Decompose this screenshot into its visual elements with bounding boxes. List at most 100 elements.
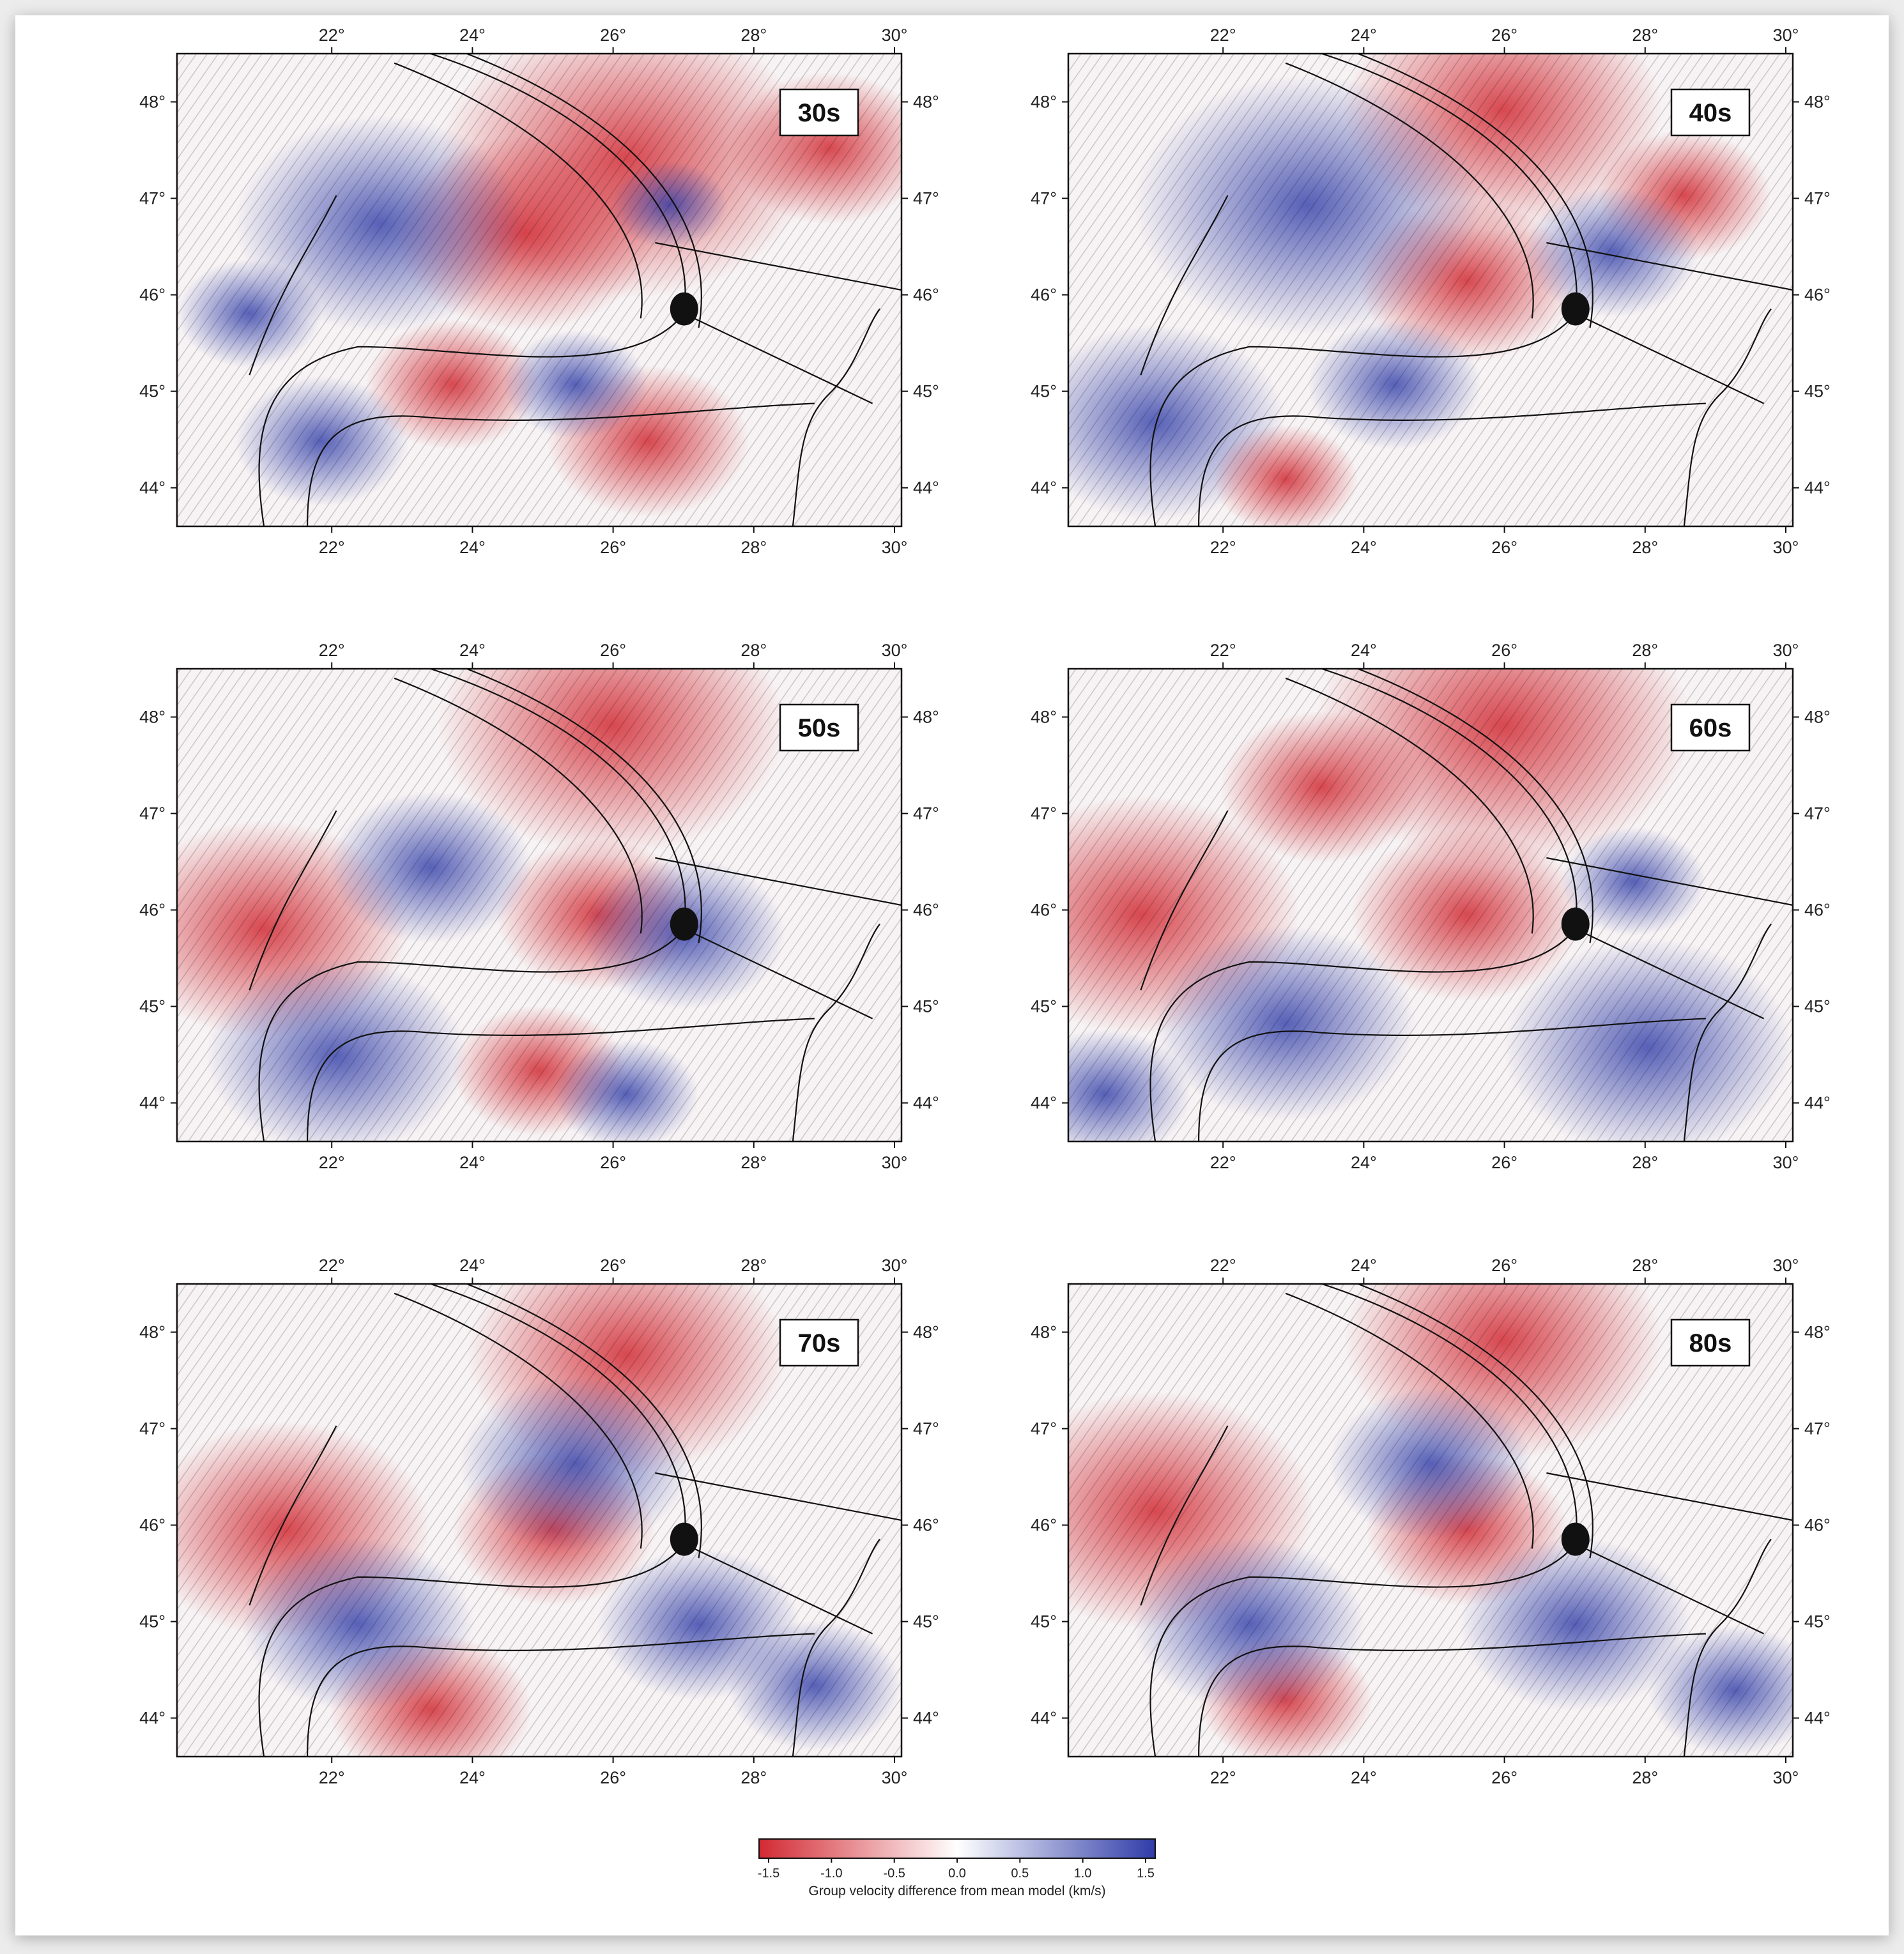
- colorbar-tick-label: -0.5: [883, 1866, 905, 1881]
- colorbar-tick-label: 1.0: [1074, 1866, 1092, 1881]
- map-frame: [1067, 52, 1794, 528]
- geology-outline: [1683, 1538, 1772, 1757]
- lon-tick-label: 28°: [741, 641, 767, 660]
- geology-outline: [684, 928, 873, 1019]
- figure-card: 22° 22° 24° 24° 26° 26° 28° 28° 30° 30° 48° 48° 47° 4…: [15, 15, 1889, 1935]
- geology-outline: [466, 1284, 702, 1559]
- period-label: 70s: [798, 1329, 841, 1357]
- lon-tick-label: 30°: [1773, 1768, 1799, 1787]
- lon-tick-label: 28°: [1632, 1768, 1658, 1787]
- lat-tick-label: 45°: [1804, 997, 1831, 1016]
- lon-tick-label: 28°: [741, 1768, 767, 1787]
- lat-tick-label: 47°: [1031, 1419, 1057, 1439]
- lat-tick-label: 45°: [1804, 382, 1831, 401]
- lon-tick-label: 30°: [1773, 641, 1799, 660]
- lat-tick-label: 44°: [1804, 478, 1831, 498]
- lon-tick-label: 22°: [319, 26, 345, 45]
- geology-outline: [1285, 677, 1534, 934]
- lon-tick-label: 22°: [1210, 641, 1236, 660]
- map-frame: [176, 1283, 903, 1758]
- lat-tick-label: 44°: [1031, 1094, 1057, 1113]
- geology-outline: [307, 1633, 815, 1757]
- lon-tick-label: 26°: [600, 538, 626, 557]
- lat-tick-label: 47°: [139, 189, 165, 208]
- epicenter-cluster: [1561, 907, 1590, 941]
- lat-tick-label: 45°: [1031, 382, 1057, 401]
- geology-outline: [1140, 195, 1229, 376]
- lon-tick-label: 24°: [1351, 538, 1377, 557]
- map-panel-40s: 22° 22° 24° 24° 26° 26° 28° 28° 30° 30° 48° 48° 47° 4…: [1031, 26, 1831, 557]
- lat-tick-label: 44°: [913, 1709, 939, 1728]
- lat-tick-label: 46°: [913, 1516, 939, 1535]
- lon-tick-label: 28°: [1632, 641, 1658, 660]
- lon-tick-label: 26°: [600, 641, 626, 660]
- epicenter-cluster: [670, 907, 698, 941]
- colorbar-tick-label: 1.5: [1137, 1866, 1155, 1881]
- geology-outline: [1358, 1284, 1593, 1559]
- lat-tick-label: 48°: [913, 708, 939, 727]
- lat-tick-label: 45°: [1031, 1612, 1057, 1631]
- geology-outline: [655, 857, 902, 906]
- lon-tick-label: 26°: [600, 1153, 626, 1172]
- map-panels: 22° 22° 24° 24° 26° 26° 28° 28° 30° 30° 48° 48° 47° 4…: [139, 26, 1831, 1898]
- map-panel-50s: 22° 22° 24° 24° 26° 26° 28° 28° 30° 30° 48° 48° 47° 4…: [139, 641, 939, 1172]
- lon-tick-label: 24°: [1351, 1768, 1377, 1787]
- geology-outline: [1285, 62, 1534, 319]
- lon-tick-label: 24°: [459, 538, 486, 557]
- map-panel-80s: 22° 22° 24° 24° 26° 26° 28° 28° 30° 30° 48° 48° 47° 4…: [1031, 1256, 1831, 1787]
- period-label-box: [1670, 703, 1751, 752]
- lon-tick-label: 26°: [1491, 26, 1517, 45]
- lat-tick-label: 48°: [1031, 708, 1057, 727]
- lat-tick-label: 46°: [913, 901, 939, 920]
- colorbar-title: Group velocity difference from mean mode…: [808, 1884, 1105, 1898]
- lat-tick-label: 44°: [913, 478, 939, 498]
- geology-outline: [1149, 1284, 1578, 1757]
- map-panel-30s: 22° 22° 24° 24° 26° 26° 28° 28° 30° 30° 48° 48° 47° 4…: [139, 26, 939, 557]
- lon-tick-label: 30°: [882, 641, 908, 660]
- geology-outline: [1683, 923, 1772, 1141]
- lat-tick-label: 44°: [1031, 478, 1057, 498]
- lat-tick-label: 47°: [1804, 189, 1831, 208]
- lon-tick-label: 22°: [319, 1768, 345, 1787]
- lon-tick-label: 26°: [1491, 641, 1517, 660]
- lon-tick-label: 24°: [459, 1256, 486, 1275]
- lon-tick-label: 30°: [882, 1153, 908, 1172]
- lon-tick-label: 30°: [1773, 538, 1799, 557]
- geology-outline: [684, 313, 873, 404]
- geology-outline: [1149, 54, 1578, 526]
- colorbar-tick-label: 0.5: [1011, 1866, 1029, 1881]
- lat-tick-label: 45°: [913, 382, 939, 401]
- lat-tick-label: 44°: [1804, 1709, 1831, 1728]
- geology-outline: [1546, 241, 1793, 291]
- lat-tick-label: 45°: [1804, 1612, 1831, 1631]
- lat-tick-label: 44°: [139, 1094, 165, 1113]
- colorbar-tick-label: -1.0: [820, 1866, 842, 1881]
- epicenter-cluster: [670, 292, 698, 326]
- geology-outline: [1358, 54, 1593, 328]
- lon-tick-label: 28°: [1632, 1256, 1658, 1275]
- lon-tick-label: 30°: [882, 1256, 908, 1275]
- lat-tick-label: 45°: [1031, 997, 1057, 1016]
- geology-outline: [1198, 1633, 1706, 1757]
- lon-tick-label: 22°: [1210, 1256, 1236, 1275]
- geology-outline: [249, 810, 337, 991]
- lat-tick-label: 47°: [913, 804, 939, 823]
- epicenter-cluster: [1561, 1522, 1590, 1556]
- lat-tick-label: 45°: [139, 382, 165, 401]
- period-label: 30s: [798, 99, 841, 127]
- lat-tick-label: 44°: [1031, 1709, 1057, 1728]
- lat-tick-label: 44°: [139, 478, 165, 498]
- lon-tick-label: 24°: [459, 641, 486, 660]
- lat-tick-label: 48°: [139, 93, 165, 112]
- colorbar-tick-label: -1.5: [758, 1866, 779, 1881]
- colorbar: -1.5 -1.0 -0.5 0.0 0.5 1.0 1.5 Group velocity d…: [758, 1838, 1156, 1898]
- lon-tick-label: 24°: [1351, 1256, 1377, 1275]
- lon-tick-label: 28°: [741, 538, 767, 557]
- lat-tick-label: 46°: [139, 1516, 165, 1535]
- geology-outline: [466, 54, 702, 328]
- geology-outline: [1149, 669, 1578, 1141]
- lat-tick-label: 48°: [1031, 1323, 1057, 1342]
- geology-outline: [655, 1472, 902, 1522]
- geology-outline: [684, 1543, 873, 1635]
- period-label: 60s: [1689, 714, 1732, 742]
